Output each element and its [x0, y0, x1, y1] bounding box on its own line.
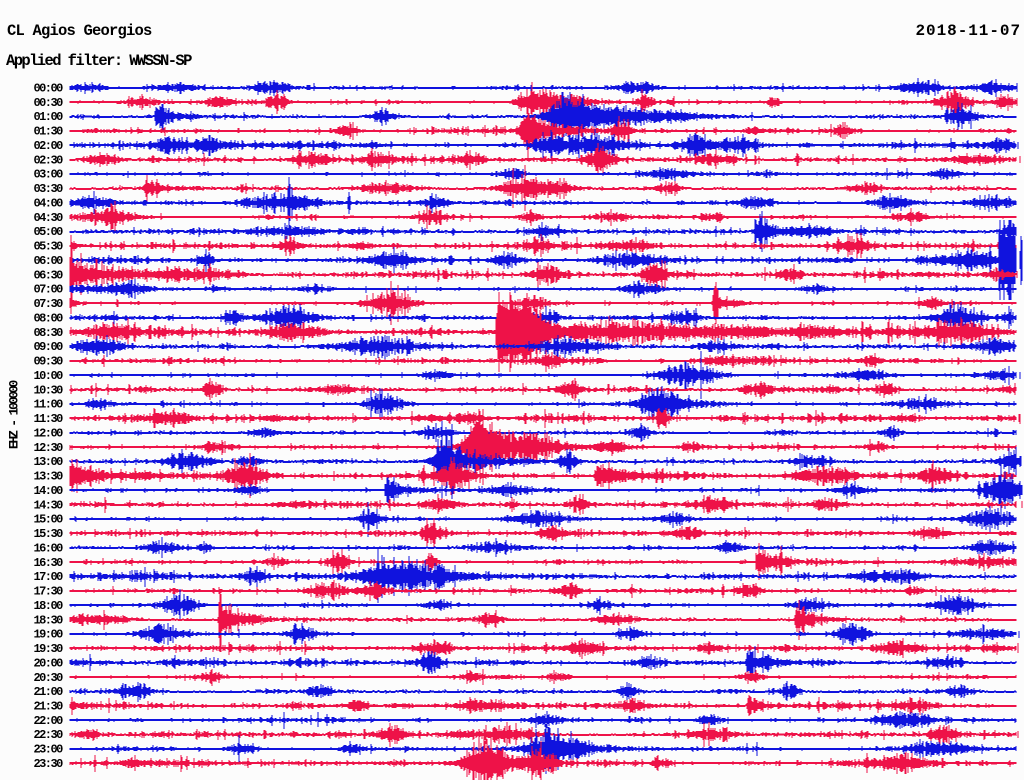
svg-text:13:30: 13:30	[34, 470, 64, 484]
svg-text:21:30: 21:30	[34, 700, 64, 714]
svg-text:00:00: 00:00	[34, 82, 64, 96]
svg-text:05:30: 05:30	[34, 240, 64, 254]
svg-text:07:30: 07:30	[34, 297, 64, 311]
svg-text:04:30: 04:30	[34, 211, 64, 225]
svg-text:01:00: 01:00	[34, 110, 64, 124]
svg-text:13:00: 13:00	[34, 455, 64, 469]
svg-text:Applied filter: WWSSN-SP: Applied filter: WWSSN-SP	[6, 52, 192, 70]
svg-text:20:00: 20:00	[34, 656, 64, 670]
svg-text:2018-11-07: 2018-11-07	[916, 22, 1022, 40]
svg-text:10:00: 10:00	[34, 369, 64, 383]
svg-text:07:00: 07:00	[34, 283, 64, 297]
svg-text:06:00: 06:00	[34, 254, 64, 268]
svg-text:19:00: 19:00	[34, 628, 64, 642]
svg-text:18:30: 18:30	[34, 613, 64, 627]
svg-text:14:30: 14:30	[34, 498, 64, 512]
svg-text:17:00: 17:00	[34, 570, 64, 584]
svg-text:16:30: 16:30	[34, 556, 64, 570]
svg-text:23:30: 23:30	[34, 757, 64, 771]
svg-text:08:00: 08:00	[34, 312, 64, 326]
svg-text:23:00: 23:00	[34, 743, 64, 757]
svg-text:04:00: 04:00	[34, 197, 64, 211]
svg-text:17:30: 17:30	[34, 585, 64, 599]
svg-text:01:30: 01:30	[34, 125, 64, 139]
svg-text:12:00: 12:00	[34, 426, 64, 440]
svg-text:08:30: 08:30	[34, 326, 64, 340]
svg-text:02:30: 02:30	[34, 153, 64, 167]
svg-text:03:00: 03:00	[34, 168, 64, 182]
svg-text:19:30: 19:30	[34, 642, 64, 656]
svg-text:EHZ - 100000: EHZ - 100000	[7, 379, 22, 449]
svg-text:22:00: 22:00	[34, 714, 64, 728]
svg-text:10:30: 10:30	[34, 383, 64, 397]
svg-text:CL Agios Georgios: CL Agios Georgios	[7, 22, 152, 40]
svg-text:11:30: 11:30	[34, 412, 64, 426]
svg-text:00:30: 00:30	[34, 96, 64, 110]
svg-text:15:30: 15:30	[34, 527, 64, 541]
svg-text:06:30: 06:30	[34, 268, 64, 282]
svg-text:11:00: 11:00	[34, 398, 64, 412]
svg-text:12:30: 12:30	[34, 441, 64, 455]
svg-text:02:00: 02:00	[34, 139, 64, 153]
svg-text:22:30: 22:30	[34, 728, 64, 742]
svg-text:18:00: 18:00	[34, 599, 64, 613]
svg-text:03:30: 03:30	[34, 182, 64, 196]
svg-text:09:00: 09:00	[34, 340, 64, 354]
svg-text:14:00: 14:00	[34, 484, 64, 498]
svg-text:05:00: 05:00	[34, 225, 64, 239]
svg-text:15:00: 15:00	[34, 513, 64, 527]
svg-text:20:30: 20:30	[34, 671, 64, 685]
svg-text:16:00: 16:00	[34, 541, 64, 555]
svg-text:09:30: 09:30	[34, 355, 64, 369]
svg-text:21:00: 21:00	[34, 685, 64, 699]
